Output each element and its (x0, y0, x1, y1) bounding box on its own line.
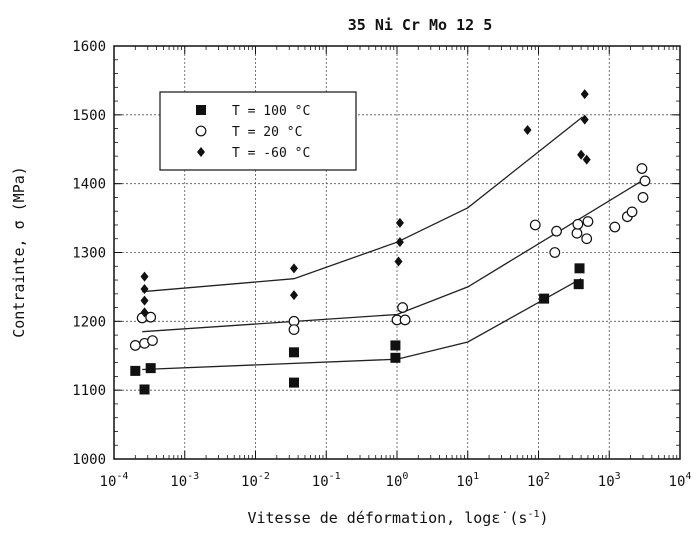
data-point (399, 314, 411, 326)
chart-title: 35 Ni Cr Mo 12 5 (348, 16, 493, 34)
data-point (626, 206, 638, 218)
x-tick-base: 10 (100, 474, 117, 490)
data-point (394, 256, 403, 267)
data-point (129, 340, 141, 351)
data-point (580, 114, 589, 125)
fit-line (142, 278, 582, 371)
y-tick-label: 1600 (72, 39, 106, 55)
data-point (147, 335, 158, 347)
x-tick-label: 100 (386, 471, 409, 490)
data-point (390, 340, 401, 351)
x-tick-exponent: -3 (187, 471, 199, 482)
x-axis-label-unit-close: ) (539, 509, 548, 527)
data-point (140, 271, 149, 282)
data-point (577, 149, 586, 160)
data-points (129, 89, 651, 395)
data-point (574, 263, 585, 274)
x-tick-base: 10 (527, 474, 544, 490)
data-point (582, 154, 591, 165)
x-tick-base: 10 (456, 474, 473, 490)
x-tick-label: 10-3 (170, 471, 199, 490)
legend: T = 100 °C T = 20 °C T = -60 °C (159, 91, 357, 171)
x-tick-label: 10-4 (100, 471, 129, 490)
legend-marker (196, 105, 206, 115)
data-point (395, 237, 404, 248)
data-point (609, 221, 621, 233)
x-axis-label-main: Vitesse de déformation, log (247, 509, 491, 527)
x-tick-exponent: 2 (544, 471, 550, 482)
data-point (140, 307, 149, 318)
x-tick-base: 10 (598, 474, 615, 490)
y-tick-labels: 1000 1100 1200 1300 1400 1500 1600 (72, 39, 106, 468)
x-tick-label: 103 (598, 471, 621, 490)
x-tick-base: 10 (170, 474, 187, 490)
data-point (539, 293, 550, 304)
legend-marker (197, 147, 205, 157)
legend-label: T = 20 °C (232, 125, 302, 140)
data-point (582, 216, 594, 227)
ticks (113, 45, 681, 460)
data-point (581, 233, 593, 245)
data-point (289, 290, 298, 301)
data-point (140, 283, 149, 294)
x-tick-label: 104 (669, 471, 692, 490)
legend-label: T = -60 °C (232, 146, 310, 161)
data-point (529, 219, 541, 231)
data-point (397, 302, 409, 313)
x-tick-base: 10 (386, 474, 403, 490)
data-point (636, 163, 648, 174)
data-point (573, 279, 584, 290)
x-tick-exponent: 0 (402, 471, 408, 482)
x-tick-label: 101 (456, 471, 479, 490)
data-point (572, 218, 584, 230)
x-tick-labels: 10-4 10-3 10-2 10-1 100 101 102 103 104 (100, 471, 692, 490)
data-point (140, 295, 149, 306)
x-tick-exponent: 1 (473, 471, 479, 482)
y-tick-label: 1200 (72, 314, 106, 330)
x-tick-base: 10 (669, 474, 686, 490)
x-tick-exponent: -1 (329, 471, 341, 482)
data-point (130, 365, 141, 376)
legend-marker (195, 125, 207, 137)
y-tick-label: 1300 (72, 246, 106, 262)
data-point (145, 363, 156, 374)
x-axis-label-unit-exponent: -1 (527, 509, 539, 520)
y-axis-label: Contrainte, σ (MPa) (10, 166, 28, 338)
data-point (637, 192, 649, 203)
legend-box (159, 91, 357, 171)
x-tick-exponent: 3 (615, 471, 621, 482)
data-point (549, 247, 561, 258)
data-point (139, 384, 150, 395)
x-tick-base: 10 (312, 474, 329, 490)
data-point (145, 311, 157, 323)
data-point (639, 175, 651, 187)
data-point (395, 217, 404, 228)
legend-label: T = 100 °C (232, 104, 310, 119)
data-point (390, 352, 401, 363)
data-point (288, 347, 299, 358)
x-tick-label: 10-2 (241, 471, 270, 490)
x-tick-exponent: 4 (685, 471, 691, 482)
x-axis-label-unit-open: (s (500, 509, 527, 527)
data-point (288, 324, 300, 335)
x-tick-base: 10 (241, 474, 258, 490)
fit-line (142, 179, 644, 333)
x-tick-label: 102 (527, 471, 550, 490)
x-axis-label: Vitesse de déformation, logε̇ (s-1) (247, 509, 548, 527)
data-point (551, 225, 562, 237)
x-tick-exponent: -4 (116, 471, 128, 482)
x-tick-label: 10-1 (312, 471, 341, 490)
data-point (288, 377, 299, 388)
y-tick-label: 1000 (72, 452, 106, 468)
data-point (580, 89, 589, 100)
data-point (571, 227, 583, 239)
data-point (289, 263, 298, 274)
y-tick-label: 1400 (72, 177, 106, 193)
y-tick-label: 1500 (72, 108, 106, 124)
y-tick-label: 1100 (72, 383, 106, 399)
x-tick-exponent: -2 (258, 471, 270, 482)
data-point (523, 124, 532, 135)
